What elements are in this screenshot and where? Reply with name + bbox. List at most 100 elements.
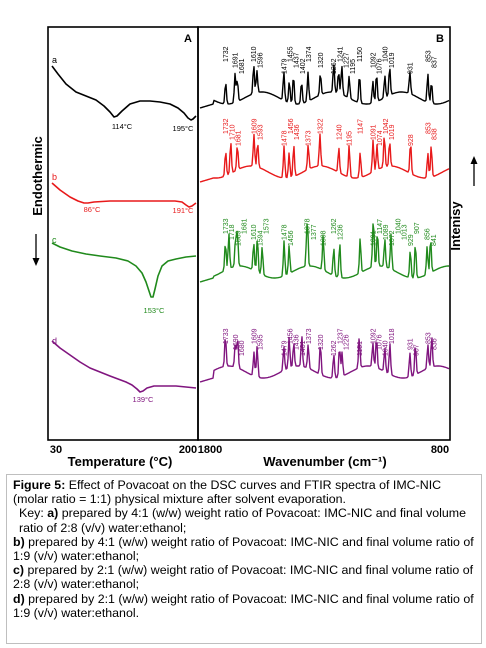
ftir-peak-label: 1240 bbox=[336, 124, 343, 140]
ftir-peak-label: 1593 bbox=[258, 124, 265, 140]
ftir-peak-label: 1072 bbox=[389, 230, 396, 246]
caption-item-d-letter: d) bbox=[13, 591, 25, 606]
ftir-peak-label: 1373 bbox=[306, 130, 313, 146]
ftir-peak-label: 1436 bbox=[294, 124, 301, 140]
ftir-peak-label: 1436 bbox=[294, 334, 301, 350]
ftir-peak-label: 907 bbox=[414, 222, 421, 234]
ftir-peak-label: 1732 bbox=[223, 46, 230, 62]
ftir-peak-label: 841 bbox=[431, 234, 438, 246]
ftir-peak-label: 1378 bbox=[305, 218, 312, 234]
ftir-peak-label: 1609 bbox=[251, 328, 258, 344]
dsc-peak-label: 191°C bbox=[173, 206, 195, 215]
ftir-spectrum-2 bbox=[199, 133, 450, 183]
panel-a-letter: A bbox=[184, 33, 192, 45]
ftir-peak-label: 1089 bbox=[383, 224, 390, 240]
caption-item-d-text: prepared by 2:1 (w/w) weight ratio of Po… bbox=[13, 591, 474, 620]
ftir-peak-label: 1236 bbox=[337, 224, 344, 240]
caption-title: Figure 5: bbox=[13, 478, 66, 492]
ftir-peak-label: 1733 bbox=[223, 328, 230, 344]
ftir-peak-label: 1609 bbox=[251, 118, 258, 134]
ftir-spectrum-3 bbox=[199, 223, 449, 283]
ftir-peak-label: 1710 bbox=[229, 124, 236, 140]
ftir-peak-label: 1018 bbox=[389, 328, 396, 344]
dsc-curve-label-a: a bbox=[52, 55, 57, 65]
ftir-peak-label: 1013 bbox=[402, 224, 409, 240]
ftir-peak-label: 1237 bbox=[337, 328, 344, 344]
ftir-peak-label: 1040 bbox=[395, 218, 402, 234]
caption-item-b-letter: b) bbox=[13, 534, 25, 549]
ftir-peak-label: 1040 bbox=[383, 340, 390, 356]
caption-item-c-letter: c) bbox=[13, 563, 25, 578]
dsc-curve-c bbox=[51, 242, 197, 298]
ftir-peak-label: 1226 bbox=[344, 334, 351, 350]
ftir-peak-label: 928 bbox=[408, 134, 415, 146]
dsc-peak-label: 195°C bbox=[173, 124, 195, 133]
panel-b-letter: B bbox=[436, 33, 444, 45]
ftir-peak-label: 1456 bbox=[288, 118, 295, 134]
ftir-peak-label: 1322 bbox=[317, 118, 324, 134]
ftir-peak-label: 1718 bbox=[229, 224, 236, 240]
ftir-peak-label: 1308 bbox=[321, 230, 328, 246]
ftir-peak-label: 853 bbox=[425, 50, 432, 62]
ftir-peak-label: 1478 bbox=[282, 130, 289, 146]
ftir-peak-label: 1401 bbox=[300, 340, 307, 356]
ftir-peak-label: 1150 bbox=[357, 47, 364, 62]
ftir-peak-label: 1402 bbox=[300, 58, 307, 74]
ftir-peak-label: 836 bbox=[432, 338, 439, 350]
ftir-peak-label: 929 bbox=[408, 234, 415, 246]
dsc-peak-label: 153°C bbox=[144, 306, 166, 315]
intensity-arrow bbox=[470, 156, 478, 186]
ftir-peak-label: 1479 bbox=[281, 340, 288, 356]
ftir-peak-label: 1681 bbox=[242, 218, 249, 234]
ftir-peak-label: 1195 bbox=[350, 59, 357, 74]
ftir-peak-label: 1610 bbox=[251, 46, 258, 62]
ftir-peak-label: 1241 bbox=[337, 46, 344, 62]
caption-item-b-text: prepared by 4:1 (w/w) weight ratio of Po… bbox=[13, 534, 474, 564]
ftir-peak-label: 838 bbox=[432, 128, 439, 140]
dsc-curve-label-d: d bbox=[52, 336, 57, 346]
ftir-peak-label: 1040 bbox=[383, 46, 390, 62]
ftir-peak-label: 1691 bbox=[233, 52, 240, 68]
ftir-peak-label: 1437 bbox=[294, 52, 301, 68]
ftir-peak-label: 1076 bbox=[377, 334, 384, 350]
dsc-curve-label-c: c bbox=[52, 235, 57, 245]
panel-b-frame bbox=[197, 26, 451, 441]
ftir-peak-label: 1595 bbox=[258, 334, 265, 350]
dsc-curve-b bbox=[51, 182, 197, 208]
ftir-peak-label: 853 bbox=[425, 332, 432, 344]
ftir-peak-label: 1456 bbox=[288, 230, 295, 246]
ftir-peak-label: 1076 bbox=[377, 58, 384, 74]
caption-item-c-text: prepared by 2:1 (w/w) weight ratio of Po… bbox=[13, 563, 474, 592]
caption-text: Effect of Povacoat on the DSC curves and… bbox=[13, 478, 442, 507]
ftir-peak-label: 1377 bbox=[311, 224, 318, 240]
ftir-peak-label: 907 bbox=[414, 344, 421, 356]
ftir-peak-label: 1594 bbox=[257, 230, 264, 246]
ftir-peak-label: 1320 bbox=[318, 334, 325, 350]
dsc-peak-label: 86°C bbox=[84, 205, 101, 214]
panel-a-ylabel: Endothermic bbox=[30, 136, 45, 215]
ftir-peak-label: 1092 bbox=[370, 328, 377, 344]
caption-item-a-text: prepared by 4:1 (w/w) weight ratio of Po… bbox=[19, 506, 466, 535]
dsc-peak-label: 114°C bbox=[112, 122, 133, 131]
ftir-peak-label: 1732 bbox=[223, 118, 230, 134]
ftir-peak-label: 1262 bbox=[331, 58, 338, 74]
ftir-peak-label: 1479 bbox=[281, 58, 288, 74]
ftir-peak-label: 853 bbox=[425, 122, 432, 134]
ftir-peak-label: 931 bbox=[407, 62, 414, 74]
ftir-peak-label: 1373 bbox=[306, 328, 313, 344]
ftir-spectrum-1 bbox=[199, 64, 450, 109]
ftir-peak-label: 1456 bbox=[288, 328, 295, 344]
ftir-peak-label: 1374 bbox=[306, 46, 313, 62]
panel-b-ylabel: Intenisy bbox=[448, 201, 463, 251]
ftir-peak-label: 1455 bbox=[288, 46, 295, 62]
ftir-peak-label: 1019 bbox=[389, 52, 396, 68]
ftir-peak-label: 1091 bbox=[371, 230, 378, 246]
ftir-peak-label: 1478 bbox=[282, 224, 289, 240]
ftir-peak-label: 1690 bbox=[233, 334, 240, 350]
ftir-peak-label: 1681 bbox=[239, 58, 246, 74]
panel-a-tick-30: 30 bbox=[50, 444, 62, 456]
ftir-peak-label: 1262 bbox=[331, 218, 338, 234]
endothermic-arrow bbox=[32, 234, 40, 266]
ftir-peak-label: 1573 bbox=[264, 218, 271, 234]
